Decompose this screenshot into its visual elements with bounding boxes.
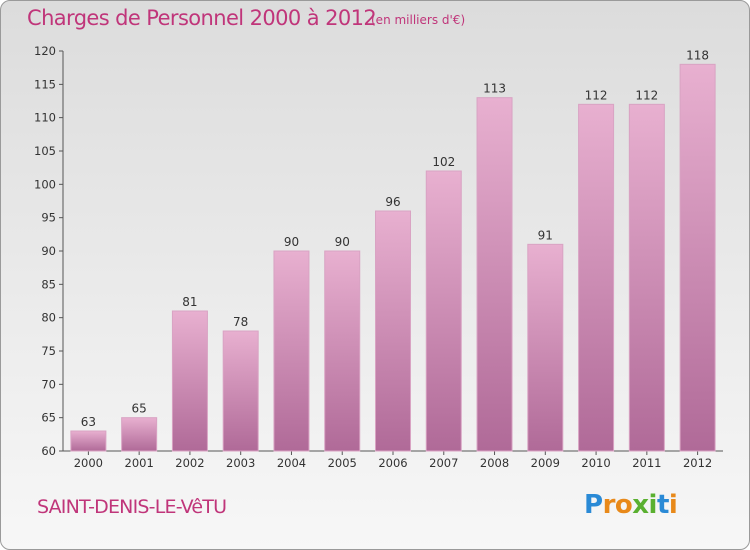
- y-tick-label: 120: [34, 44, 56, 58]
- x-tick-label: 2003: [226, 456, 255, 470]
- data-label: 63: [81, 415, 96, 429]
- x-tick-label: 2006: [378, 456, 407, 470]
- y-tick-label: 115: [34, 77, 56, 91]
- data-label: 102: [432, 155, 455, 169]
- x-tick-label: 2004: [277, 456, 306, 470]
- y-tick-label: 80: [41, 311, 56, 325]
- y-tick-label: 110: [34, 111, 56, 125]
- data-label: 78: [233, 315, 248, 329]
- data-label: 90: [335, 235, 350, 249]
- chart-subtitle: (en milliers d'€): [371, 13, 466, 27]
- data-label: 112: [635, 88, 658, 102]
- y-tick-label: 95: [41, 211, 56, 225]
- proxiti-logo: Proxiti: [584, 490, 678, 520]
- bar: [578, 103, 615, 452]
- logo-letter: i: [648, 490, 658, 520]
- data-label: 112: [585, 88, 608, 102]
- bar: [273, 250, 310, 452]
- x-tick-label: 2007: [429, 456, 458, 470]
- bar: [476, 97, 513, 452]
- y-tick-label: 60: [41, 444, 56, 458]
- bar: [679, 63, 716, 452]
- y-tick-label: 105: [34, 144, 56, 158]
- bar: [425, 170, 462, 452]
- logo-letter: r: [602, 490, 616, 520]
- data-label: 65: [132, 402, 147, 416]
- logo-letter: o: [614, 490, 633, 520]
- logo-letter: x: [632, 490, 649, 520]
- data-label: 118: [686, 48, 709, 62]
- y-tick-label: 85: [41, 277, 56, 291]
- data-label: 91: [538, 228, 553, 242]
- logo-letter: P: [584, 490, 603, 520]
- x-tick-label: 2002: [175, 456, 204, 470]
- x-tick-label: 2001: [125, 456, 154, 470]
- x-tick-label: 2010: [581, 456, 610, 470]
- x-tick-label: 2005: [328, 456, 357, 470]
- logo-letter: i: [668, 490, 678, 520]
- y-tick-label: 65: [41, 411, 56, 425]
- logo-letter: t: [656, 490, 669, 520]
- bar: [70, 430, 107, 452]
- data-label: 113: [483, 82, 506, 96]
- x-tick-label: 2011: [632, 456, 661, 470]
- y-tick-label: 75: [41, 344, 56, 358]
- bar: [121, 417, 158, 452]
- data-label: 96: [385, 195, 400, 209]
- y-tick-label: 90: [41, 244, 56, 258]
- bar: [171, 310, 208, 452]
- chart-title: Charges de Personnel 2000 à 2012: [27, 6, 377, 30]
- y-tick-label: 100: [34, 177, 56, 191]
- bar: [527, 243, 564, 452]
- x-tick-label: 2009: [531, 456, 560, 470]
- town-name: SAINT-DENIS-LE-VêTU: [37, 496, 227, 518]
- bar: [375, 210, 411, 452]
- data-label: 90: [284, 235, 299, 249]
- bar: [628, 103, 665, 452]
- x-tick-label: 2000: [74, 456, 103, 470]
- x-tick-label: 2008: [480, 456, 509, 470]
- data-label: 81: [182, 295, 197, 309]
- y-tick-label: 70: [41, 377, 56, 391]
- bar: [324, 250, 361, 452]
- x-tick-label: 2012: [683, 456, 712, 470]
- bar: [222, 330, 259, 452]
